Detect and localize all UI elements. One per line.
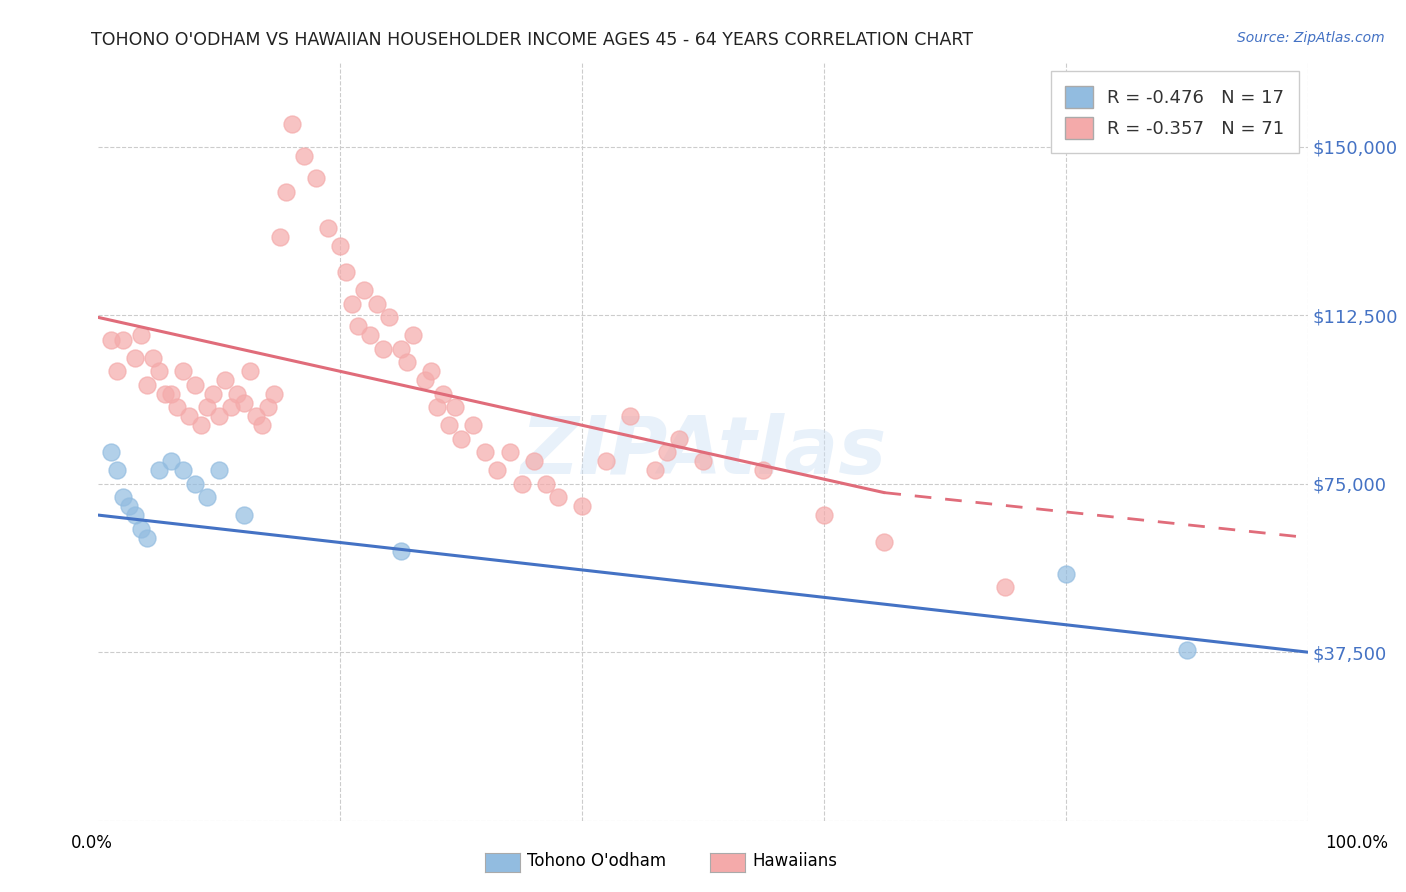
Point — [347, 319, 370, 334]
Point — [274, 185, 297, 199]
Point — [463, 418, 485, 433]
Point — [335, 265, 357, 279]
Point — [305, 171, 328, 186]
Point — [221, 401, 243, 415]
Point — [226, 386, 249, 401]
Point — [148, 463, 170, 477]
Point — [232, 508, 254, 522]
Point — [432, 386, 454, 401]
Point — [329, 238, 352, 252]
Point — [619, 409, 641, 424]
Point — [124, 508, 146, 522]
Point — [752, 463, 775, 477]
Point — [498, 445, 520, 459]
Text: 0.0%: 0.0% — [70, 834, 112, 852]
Point — [450, 432, 472, 446]
Point — [232, 396, 254, 410]
Point — [195, 490, 218, 504]
Point — [316, 220, 339, 235]
Point — [105, 463, 128, 477]
Point — [195, 401, 218, 415]
Point — [111, 490, 134, 504]
Point — [250, 418, 273, 433]
Point — [292, 149, 315, 163]
Point — [111, 333, 134, 347]
Point — [281, 117, 304, 131]
Point — [135, 531, 157, 545]
Point — [172, 364, 194, 378]
Point — [160, 386, 183, 401]
Text: 100.0%: 100.0% — [1326, 834, 1388, 852]
Point — [437, 418, 460, 433]
Text: Tohono O'odham: Tohono O'odham — [527, 852, 666, 870]
Point — [420, 364, 443, 378]
Point — [644, 463, 666, 477]
Point — [413, 373, 436, 387]
Point — [360, 328, 382, 343]
Point — [873, 535, 896, 549]
Point — [160, 454, 183, 468]
Point — [534, 476, 557, 491]
Point — [214, 373, 236, 387]
Point — [245, 409, 267, 424]
Point — [523, 454, 546, 468]
Point — [547, 490, 569, 504]
Point — [444, 401, 467, 415]
Point — [184, 377, 207, 392]
Point — [389, 342, 412, 356]
Point — [184, 476, 207, 491]
Point — [371, 342, 394, 356]
Point — [655, 445, 678, 459]
Point — [571, 499, 593, 513]
Point — [135, 377, 157, 392]
Point — [179, 409, 201, 424]
Point — [366, 297, 388, 311]
Point — [402, 328, 425, 343]
Point — [595, 454, 617, 468]
Point — [153, 386, 176, 401]
Point — [813, 508, 835, 522]
Point — [1175, 643, 1198, 657]
Point — [190, 418, 212, 433]
Point — [100, 333, 122, 347]
Text: TOHONO O'ODHAM VS HAWAIIAN HOUSEHOLDER INCOME AGES 45 - 64 YEARS CORRELATION CHA: TOHONO O'ODHAM VS HAWAIIAN HOUSEHOLDER I… — [91, 31, 973, 49]
Point — [474, 445, 496, 459]
Point — [166, 401, 188, 415]
Point — [172, 463, 194, 477]
Point — [353, 284, 375, 298]
Point — [269, 229, 291, 244]
Point — [118, 499, 141, 513]
Legend: R = -0.476   N = 17, R = -0.357   N = 71: R = -0.476 N = 17, R = -0.357 N = 71 — [1052, 71, 1299, 153]
Point — [208, 409, 231, 424]
Point — [100, 445, 122, 459]
Point — [124, 351, 146, 365]
Point — [692, 454, 714, 468]
Point — [486, 463, 509, 477]
Point — [239, 364, 262, 378]
Point — [342, 297, 364, 311]
Point — [395, 355, 418, 369]
Point — [202, 386, 225, 401]
Point — [1054, 566, 1077, 581]
Point — [256, 401, 278, 415]
Point — [668, 432, 690, 446]
Point — [510, 476, 533, 491]
Point — [105, 364, 128, 378]
Point — [142, 351, 165, 365]
Point — [426, 401, 449, 415]
Point — [208, 463, 231, 477]
Point — [994, 580, 1017, 594]
Text: Hawaiians: Hawaiians — [752, 852, 837, 870]
Point — [377, 310, 399, 325]
Text: Source: ZipAtlas.com: Source: ZipAtlas.com — [1237, 31, 1385, 45]
Point — [129, 522, 152, 536]
Point — [129, 328, 152, 343]
Point — [148, 364, 170, 378]
Point — [263, 386, 285, 401]
Point — [389, 544, 412, 558]
Text: ZIPAtlas: ZIPAtlas — [520, 413, 886, 491]
